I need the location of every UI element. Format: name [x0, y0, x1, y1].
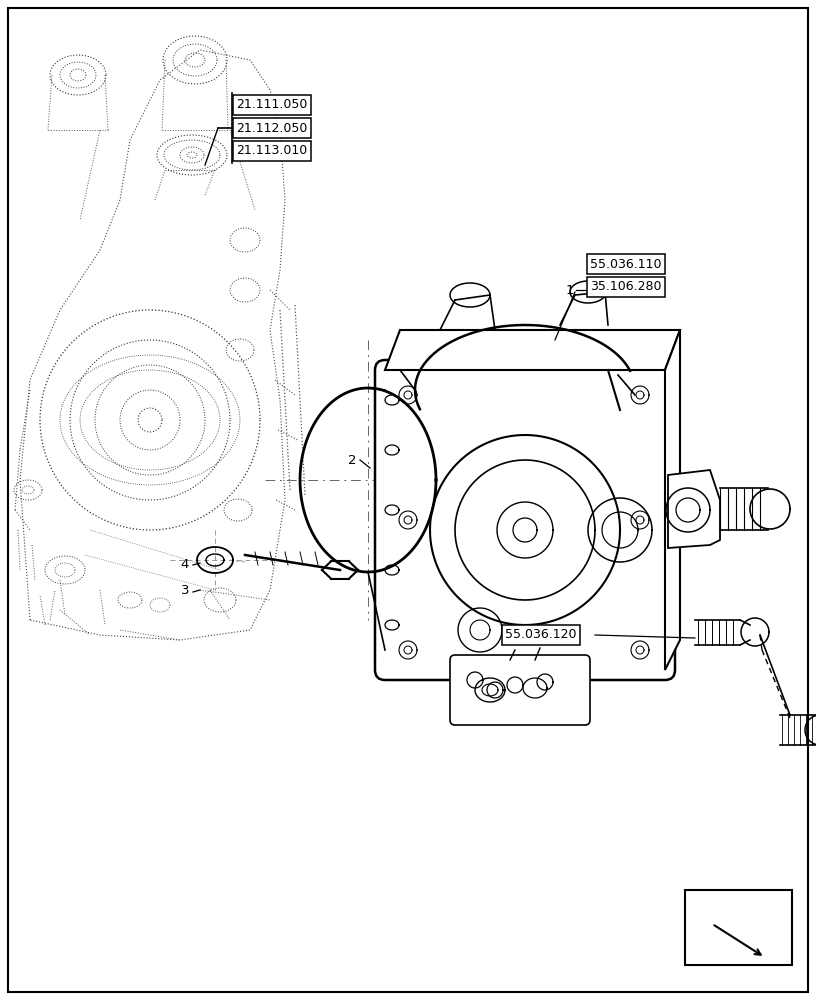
FancyBboxPatch shape [375, 360, 675, 680]
Text: 55.036.120: 55.036.120 [505, 629, 576, 642]
Polygon shape [668, 470, 720, 548]
Text: 21.113.010: 21.113.010 [236, 144, 308, 157]
FancyBboxPatch shape [450, 655, 590, 725]
Text: 55.036.110: 55.036.110 [590, 257, 662, 270]
Text: 2: 2 [348, 454, 357, 466]
Text: 21.111.050: 21.111.050 [236, 99, 308, 111]
Text: 1: 1 [565, 284, 574, 296]
Polygon shape [385, 330, 680, 370]
Text: 21.112.050: 21.112.050 [236, 121, 308, 134]
Polygon shape [665, 330, 680, 670]
Text: 3: 3 [181, 584, 189, 596]
Bar [685, 890, 792, 965]
Text: 4: 4 [181, 558, 189, 572]
Text: 35.106.280: 35.106.280 [590, 280, 662, 294]
